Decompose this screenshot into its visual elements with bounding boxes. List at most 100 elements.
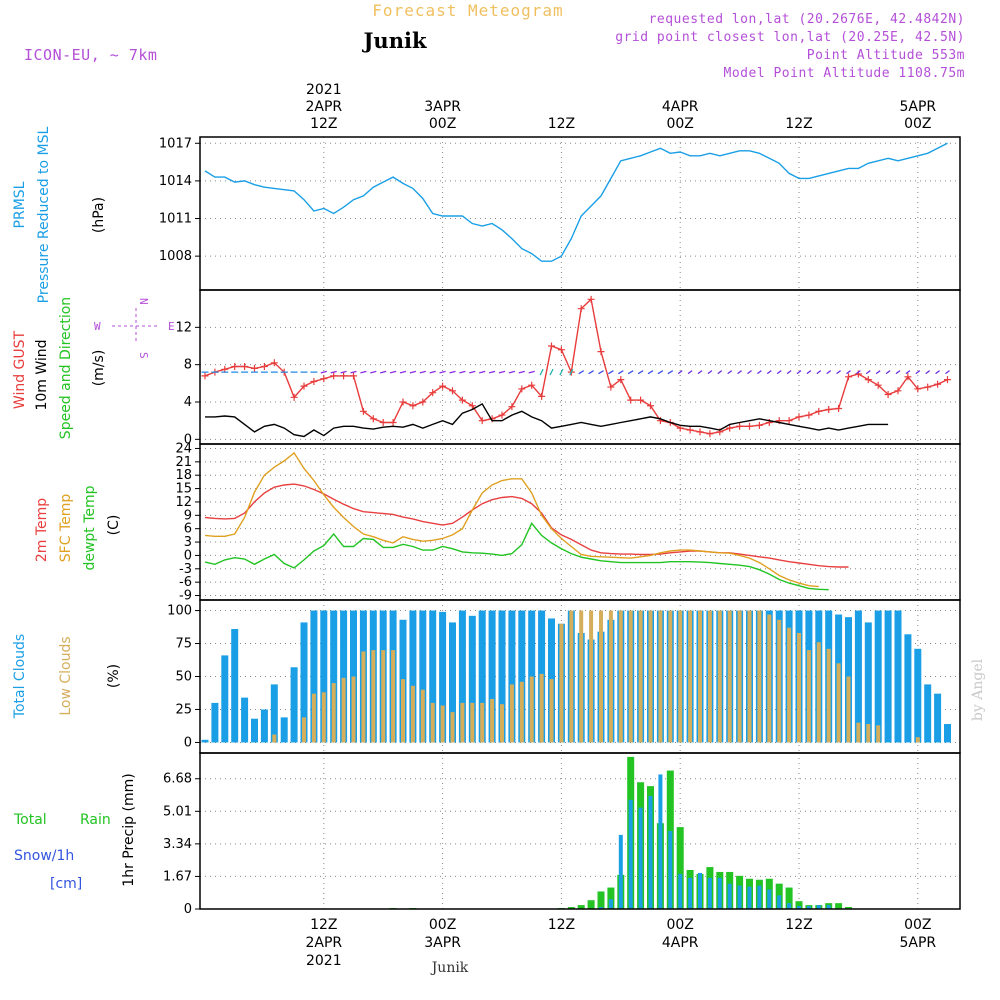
low-cloud-bar (311, 693, 316, 743)
total-cloud-bar (310, 610, 318, 743)
gust-point (528, 381, 536, 389)
gust-point (399, 398, 407, 406)
plot-layer: 100810111014101704812-9-6-30369121518212… (159, 82, 961, 969)
total-cloud-bar (904, 634, 912, 743)
low-cloud-bar (876, 725, 881, 743)
total-cloud-bar (884, 610, 892, 743)
wind-direction-arrow (330, 370, 337, 374)
low-cloud-bar (757, 610, 762, 743)
low-cloud-bar (797, 632, 801, 743)
footer-location: Junik (430, 960, 469, 976)
total-cloud-bar (211, 702, 219, 743)
gust-point (637, 396, 645, 404)
series-line-sfc-temp (204, 451, 819, 588)
low-cloud-bar (272, 734, 277, 743)
low-cloud-bar (658, 610, 663, 743)
wind-panel-labels: Wind GUST 10m Wind Speed and Direction (… (12, 297, 175, 439)
gust-point (478, 417, 486, 425)
gust-point (419, 398, 427, 406)
gust-point (845, 373, 852, 381)
gust-point (835, 405, 843, 413)
y-tick-label: 5.01 (163, 804, 192, 819)
wind-direction-arrow (508, 370, 516, 374)
wind-direction-arrow (627, 370, 634, 375)
gust-point (924, 383, 932, 391)
rain-bar (717, 877, 722, 909)
gust-point (607, 383, 615, 391)
low-cloud-bar (391, 650, 396, 743)
wind-direction-arrow (549, 368, 554, 376)
y-tick-label: 3.34 (163, 837, 192, 852)
low-cloud-bar (846, 676, 851, 743)
total-cloud-bar (270, 684, 278, 743)
wind-direction-label: Speed and Direction (58, 297, 74, 439)
total-cloud-bar (924, 684, 932, 743)
bottom-time-label: 2021 (306, 953, 342, 969)
total-cloud-bar (439, 611, 447, 743)
rain-bar (599, 907, 603, 909)
wind-direction-arrow (439, 370, 446, 374)
y-tick-label: 8 (184, 358, 192, 373)
total-cloud-bar (458, 610, 466, 743)
gust-point (627, 396, 635, 404)
wind-direction-arrow (340, 370, 347, 374)
y-tick-label: 75 (175, 637, 192, 652)
total-cloud-bar (934, 693, 942, 743)
wind-direction-arrow (578, 370, 585, 375)
bottom-time-label: 4APR (662, 935, 699, 951)
y-tick-label: 21 (175, 455, 192, 470)
low-cloud-bar (856, 722, 861, 743)
wind-direction-arrow (816, 370, 822, 375)
rain-bar (628, 799, 633, 909)
rain-bar (826, 905, 831, 909)
precip-rain-label: Rain (80, 812, 111, 828)
low-cloud-bar (450, 712, 455, 743)
low-cloud-bar (589, 610, 594, 743)
bottom-time-label: 2APR (305, 935, 342, 951)
low-cloud-bar (509, 684, 514, 743)
wind-direction-arrow (320, 370, 327, 374)
rain-bar (698, 872, 702, 909)
y-tick-label: 0 (184, 902, 192, 917)
wind-direction-arrow (776, 370, 782, 375)
gust-point (241, 363, 249, 371)
low-cloud-bar (302, 717, 306, 743)
precip-snow-unit-label: [cm] (50, 876, 82, 892)
total-cloud-bar (221, 655, 229, 743)
gust-point (518, 385, 526, 393)
low-cloud-bar (599, 610, 603, 743)
total-cloud-bar (290, 667, 298, 743)
rain-bar (787, 903, 792, 909)
gust-point (617, 376, 625, 384)
total-cloud-bar (518, 610, 526, 743)
low-clouds-label: Low Clouds (58, 636, 74, 715)
gust-point (251, 364, 258, 372)
low-cloud-bar (351, 676, 356, 743)
compass-s: S (137, 352, 150, 359)
gust-point (310, 377, 318, 385)
total-cloud-bar (419, 610, 427, 743)
gust-point (508, 403, 516, 411)
rain-bar (648, 795, 653, 909)
total-cloud-bar (498, 610, 506, 743)
low-cloud-bar (787, 627, 792, 743)
low-cloud-bar (569, 610, 574, 743)
compass-rose: W E N S (94, 298, 175, 359)
y-tick-label: 50 (175, 670, 192, 685)
total-cloud-bar (508, 610, 516, 743)
wind-direction-arrow (528, 370, 535, 374)
wind-direction-arrow (608, 370, 614, 375)
gust-point (330, 372, 338, 380)
y-tick-label: -3 (179, 562, 192, 577)
y-tick-label: 1017 (159, 136, 192, 151)
y-tick-label: 3 (184, 535, 192, 550)
y-tick-label: -9 (179, 589, 192, 604)
wind-direction-arrow (786, 370, 792, 375)
wind-direction-arrow (488, 370, 496, 374)
low-cloud-bar (826, 648, 831, 743)
temp-panel-labels: 2m Temp SFC Temp dewpt Temp (C) (34, 485, 122, 570)
gust-point (498, 411, 506, 419)
gust-point (746, 422, 753, 430)
wind-direction-arrow (449, 370, 456, 374)
